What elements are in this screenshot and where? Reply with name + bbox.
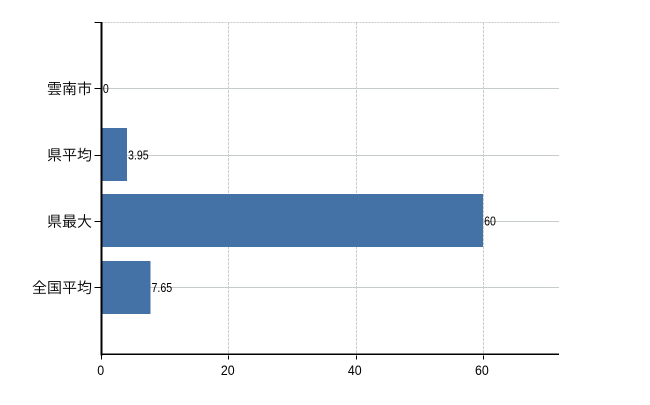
svg-text:40: 40 (348, 362, 362, 378)
svg-text:3.95: 3.95 (128, 147, 149, 162)
svg-text:7.65: 7.65 (152, 280, 173, 295)
svg-text:60: 60 (484, 214, 496, 229)
svg-text:0: 0 (103, 81, 109, 96)
svg-text:0: 0 (97, 362, 104, 378)
svg-text:20: 20 (221, 362, 235, 378)
svg-text:60: 60 (475, 362, 489, 378)
